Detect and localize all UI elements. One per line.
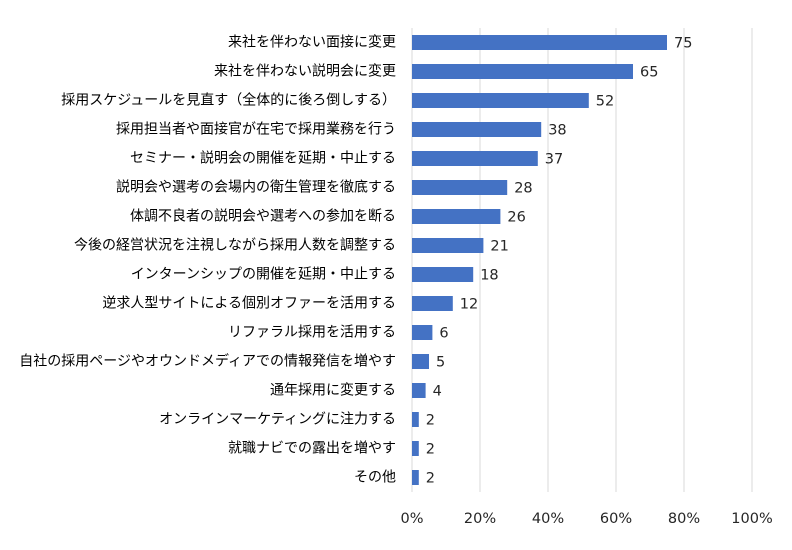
category-label: 就職ナビでの露出を増やす	[228, 441, 396, 457]
bar	[412, 93, 589, 108]
bar	[412, 412, 419, 427]
category-label: オンラインマーケティングに注力する	[159, 412, 396, 428]
bar	[412, 238, 484, 253]
data-label: 37	[545, 152, 563, 168]
data-label: 52	[596, 94, 614, 110]
data-label: 65	[640, 65, 658, 81]
bar	[412, 354, 429, 369]
bar	[412, 151, 538, 166]
bar	[412, 267, 474, 282]
category-label: 来社を伴わない面接に変更	[228, 34, 396, 51]
data-label: 2	[426, 413, 435, 429]
x-tick-label: 40%	[532, 511, 564, 527]
x-tick-label: 80%	[668, 511, 700, 527]
bar	[412, 122, 542, 137]
data-label: 21	[490, 239, 508, 255]
data-label: 12	[460, 297, 478, 313]
bar	[412, 383, 426, 398]
data-label: 5	[436, 355, 445, 371]
category-label: セミナー・説明会の開催を延期・中止する	[130, 151, 396, 167]
data-label: 2	[426, 471, 435, 487]
category-label: 採用スケジュールを見直す（全体的に後ろ倒しする）	[61, 92, 396, 109]
category-label: 来社を伴わない説明会に変更	[214, 63, 396, 80]
category-label: 逆求人型サイトによる個別オファーを活用する	[102, 296, 396, 312]
bar	[412, 441, 419, 456]
category-label: 通年採用に変更する	[270, 382, 396, 399]
category-label: 今後の経営状況を注視しながら採用人数を調整する	[74, 238, 396, 254]
category-label: インターンシップの開催を延期・中止する	[131, 267, 396, 283]
bar	[412, 296, 453, 311]
x-tick-label: 20%	[464, 511, 496, 527]
data-label: 2	[426, 442, 435, 458]
bars	[412, 35, 667, 485]
data-label: 4	[433, 384, 442, 400]
x-tick-label: 100%	[731, 511, 772, 527]
bar	[412, 64, 633, 79]
category-label: 体調不良者の説明会や選考への参加を断る	[130, 208, 396, 225]
data-label: 38	[548, 123, 566, 139]
data-label: 6	[439, 326, 448, 342]
x-axis-ticks: 0% 20% 40% 60% 80% 100%	[400, 511, 772, 527]
bar	[412, 209, 501, 224]
category-label: 自社の採用ページやオウンドメディアでの情報発信を増やす	[19, 353, 396, 370]
category-label: 説明会や選考の会場内の衛生管理を徹底する	[116, 180, 396, 196]
data-label: 28	[514, 181, 532, 197]
bar	[412, 180, 508, 195]
category-label: その他	[354, 470, 396, 486]
category-label: リファラル採用を活用する	[228, 325, 396, 341]
category-label: 採用担当者や面接官が在宅で採用業務を行う	[116, 121, 396, 138]
data-label: 75	[674, 36, 692, 52]
bar	[412, 35, 667, 50]
category-labels: 来社を伴わない面接に変更来社を伴わない説明会に変更採用スケジュールを見直す（全体…	[19, 34, 396, 486]
data-label: 18	[480, 268, 498, 284]
data-label: 26	[507, 210, 525, 226]
bar	[412, 325, 433, 340]
x-tick-label: 0%	[400, 511, 423, 527]
bar	[412, 470, 419, 485]
x-tick-label: 60%	[600, 511, 632, 527]
